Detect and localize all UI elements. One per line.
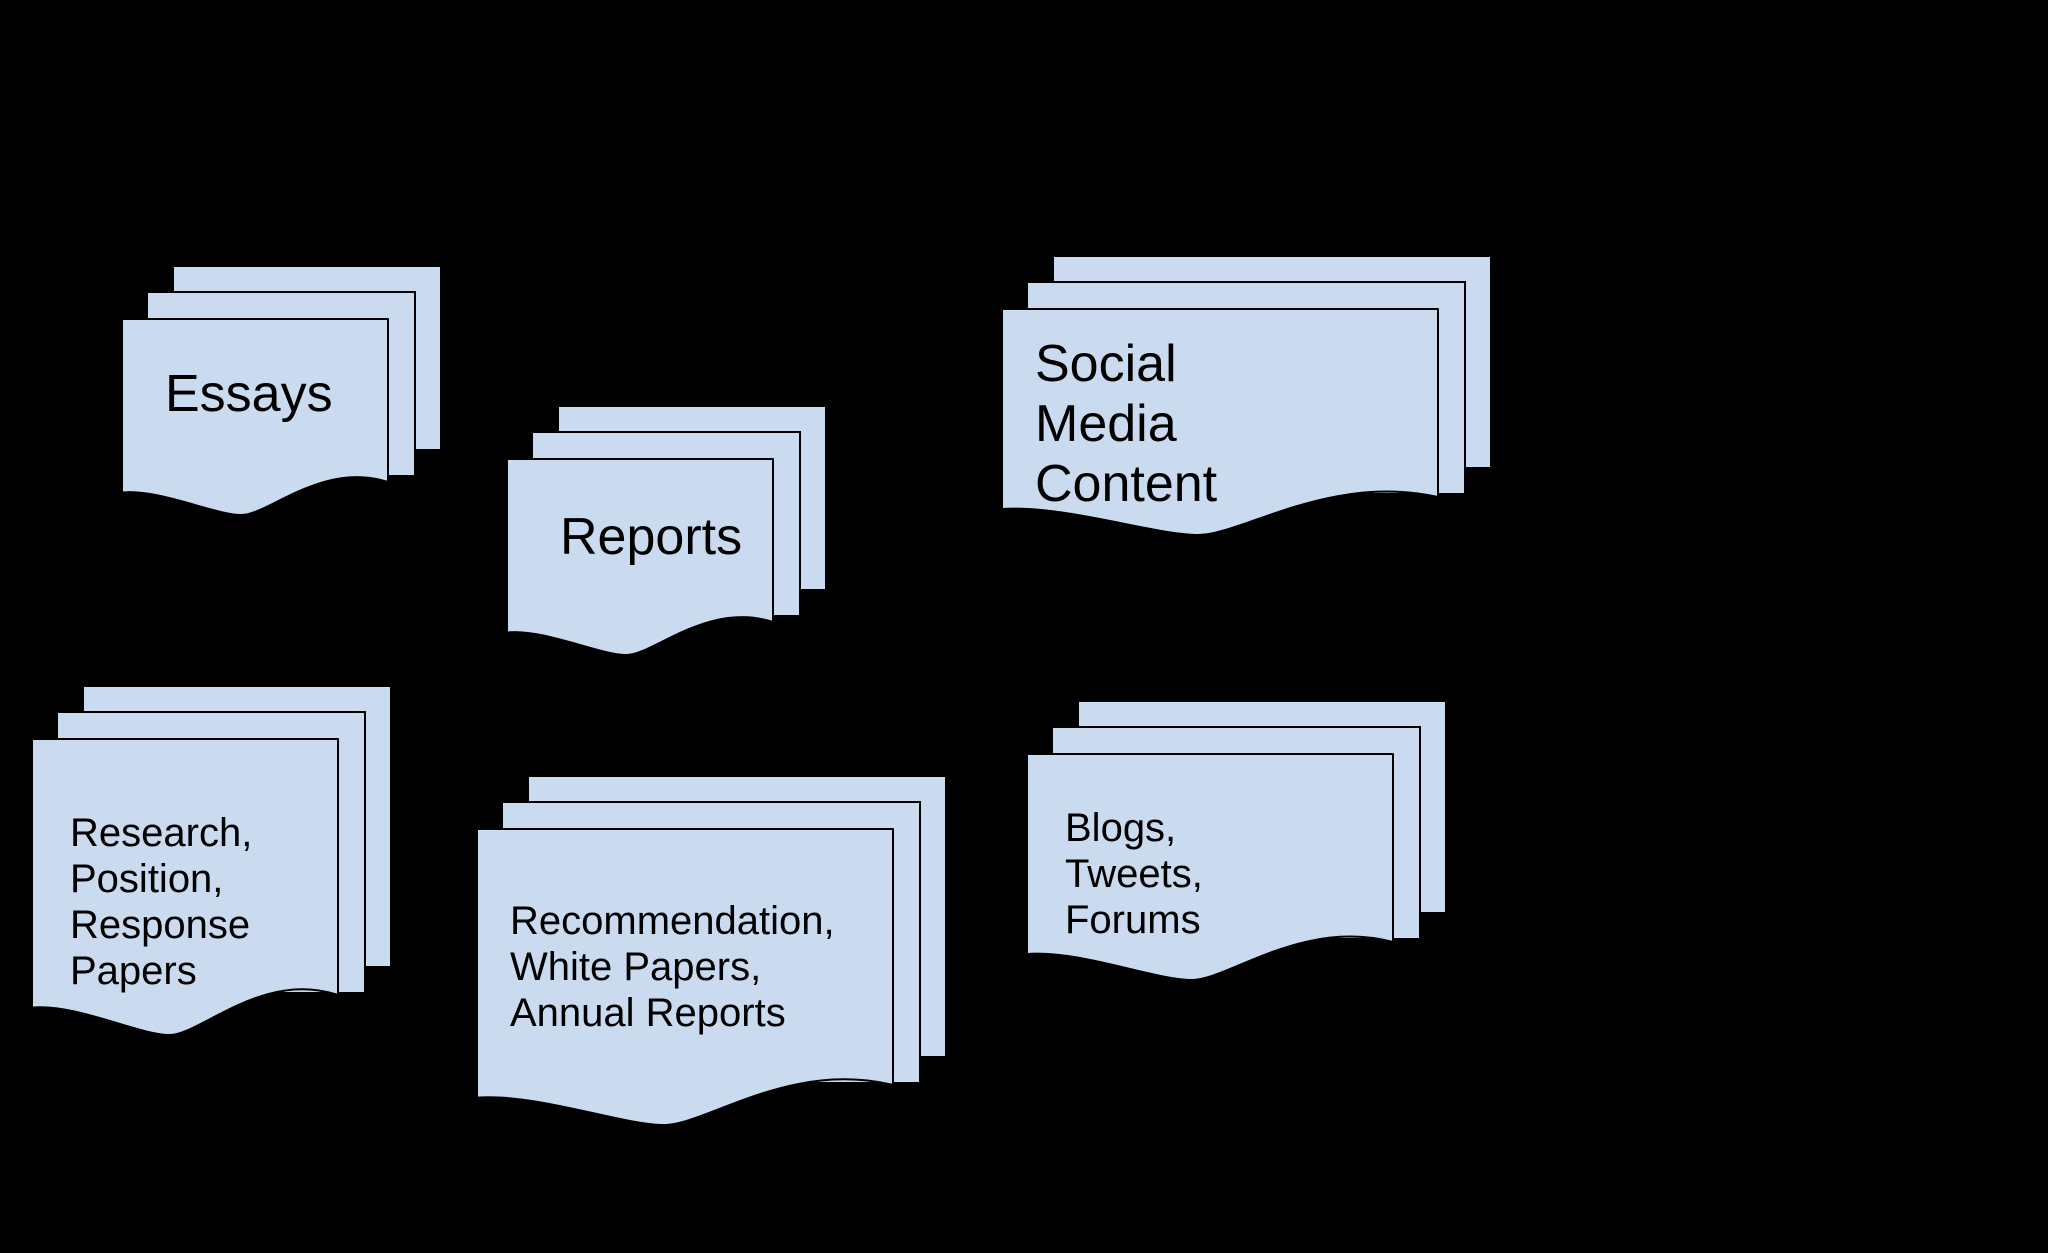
stack-recommendation-label: Recommendation, White Papers, Annual Rep…: [510, 898, 835, 1036]
stack-research-papers-label: Research, Position, Response Papers: [70, 810, 252, 994]
stack-blogs-tweets-label: Blogs, Tweets, Forums: [1065, 805, 1203, 943]
stack-social-media-label: Social Media Content: [1035, 335, 1217, 514]
stack-essays-label: Essays: [165, 365, 333, 425]
stack-reports-label: Reports: [560, 508, 742, 568]
